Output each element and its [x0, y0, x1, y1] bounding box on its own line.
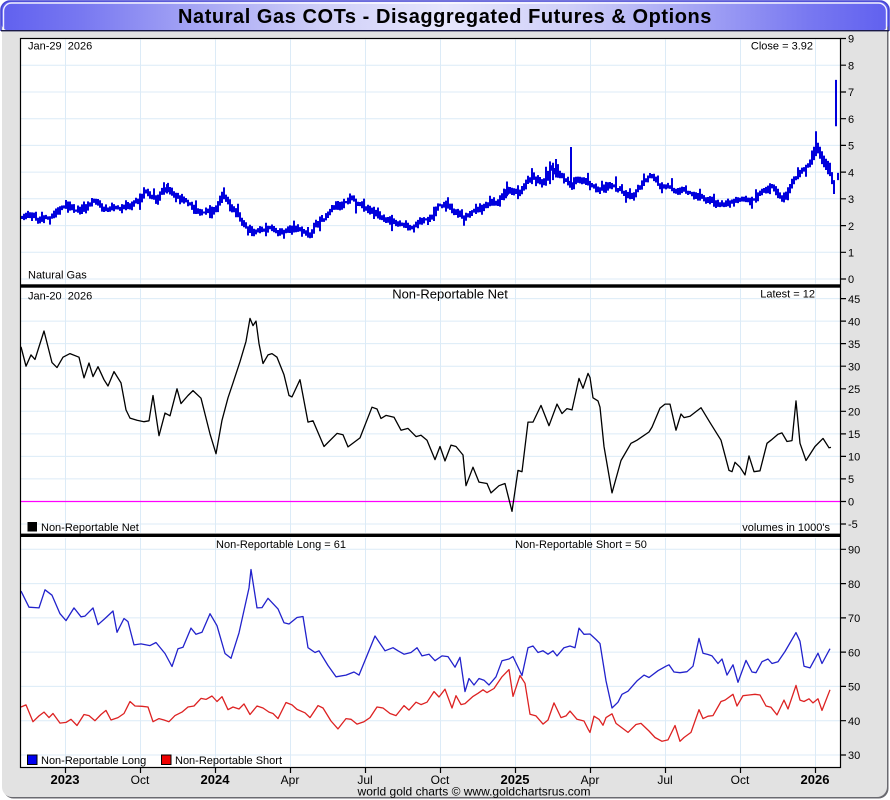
svg-text:2: 2: [848, 221, 854, 233]
svg-text:6: 6: [848, 114, 854, 126]
svg-text:90: 90: [848, 545, 860, 557]
svg-text:4: 4: [848, 167, 854, 179]
svg-text:40: 40: [848, 716, 860, 728]
svg-text:35: 35: [848, 339, 860, 351]
svg-text:40: 40: [848, 316, 860, 328]
svg-text:Non-Reportable Net: Non-Reportable Net: [41, 522, 139, 534]
svg-text:80: 80: [848, 579, 860, 591]
svg-text:Oct: Oct: [731, 773, 750, 787]
svg-text:Oct: Oct: [131, 773, 150, 787]
svg-text:Non-Reportable Short = 50: Non-Reportable Short = 50: [515, 539, 647, 551]
svg-text:Jan-29 2026: Jan-29 2026: [28, 41, 92, 53]
svg-text:Non-Reportable Net: Non-Reportable Net: [392, 287, 508, 302]
svg-text:-5: -5: [848, 519, 858, 531]
svg-text:25: 25: [848, 384, 860, 396]
svg-text:2024: 2024: [201, 772, 231, 787]
svg-text:8: 8: [848, 60, 854, 72]
svg-text:2023: 2023: [51, 772, 80, 787]
svg-text:Latest = 12: Latest = 12: [760, 289, 815, 301]
svg-text:Natural Gas: Natural Gas: [28, 269, 87, 281]
svg-text:3: 3: [848, 194, 854, 206]
svg-text:2025: 2025: [501, 772, 530, 787]
svg-text:5: 5: [848, 141, 854, 153]
svg-text:Non-Reportable Long = 61: Non-Reportable Long = 61: [216, 539, 346, 551]
svg-text:Apr: Apr: [581, 773, 600, 787]
svg-text:Natural Gas COTs - Disaggregat: Natural Gas COTs - Disaggregated Futures…: [178, 6, 712, 28]
svg-text:45: 45: [848, 294, 860, 306]
svg-text:Apr: Apr: [281, 773, 300, 787]
svg-text:world gold charts © www.goldch: world gold charts © www.goldchartsrus.co…: [357, 785, 591, 799]
svg-text:Jul: Jul: [657, 773, 672, 787]
svg-text:Jul: Jul: [357, 773, 372, 787]
svg-text:2026: 2026: [801, 772, 830, 787]
svg-text:Close = 3.92: Close = 3.92: [751, 41, 813, 53]
svg-text:7: 7: [848, 87, 854, 99]
svg-text:1: 1: [848, 248, 854, 260]
svg-text:0: 0: [848, 497, 854, 509]
svg-text:15: 15: [848, 429, 860, 441]
svg-text:Non-Reportable Long: Non-Reportable Long: [41, 755, 146, 767]
svg-text:9: 9: [848, 34, 854, 46]
svg-text:Oct: Oct: [431, 773, 450, 787]
svg-text:20: 20: [848, 407, 860, 419]
svg-text:0: 0: [848, 274, 854, 286]
svg-text:30: 30: [848, 361, 860, 373]
svg-text:70: 70: [848, 613, 860, 625]
svg-text:30: 30: [848, 750, 860, 762]
svg-text:5: 5: [848, 474, 854, 486]
svg-text:volumes in 1000's: volumes in 1000's: [742, 522, 830, 534]
svg-text:Jan-20 2026: Jan-20 2026: [28, 291, 92, 303]
svg-text:50: 50: [848, 682, 860, 694]
svg-text:Non-Reportable Short: Non-Reportable Short: [175, 755, 282, 767]
svg-text:10: 10: [848, 452, 860, 464]
svg-text:60: 60: [848, 647, 860, 659]
